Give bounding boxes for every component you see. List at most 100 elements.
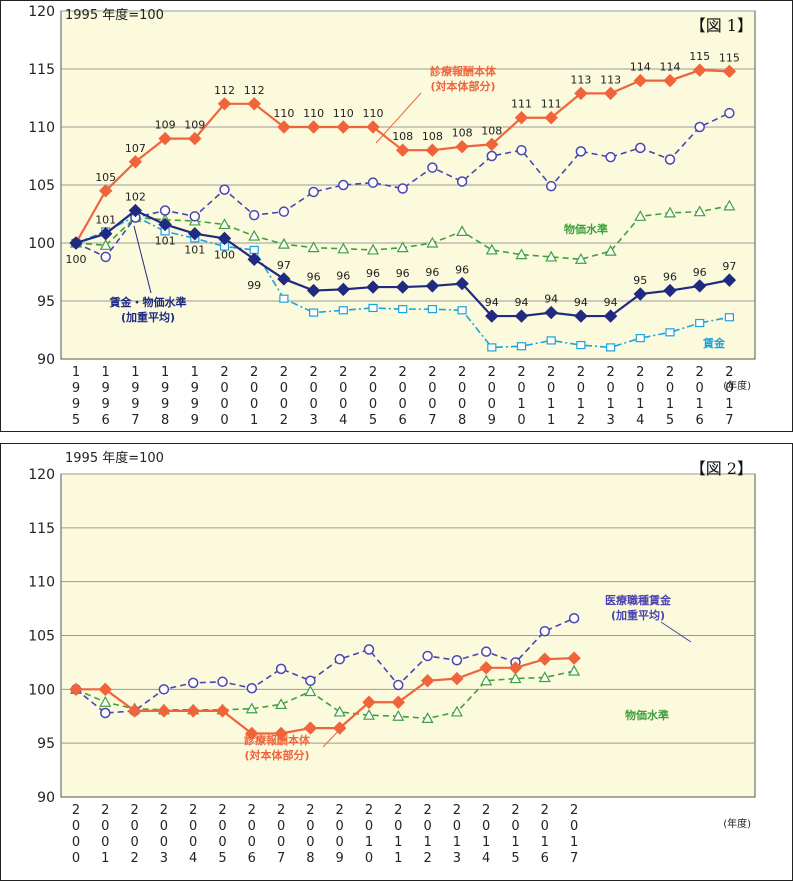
chart-1-price-point-2014 bbox=[634, 210, 647, 221]
chart-1-honsai-point-2010 bbox=[514, 111, 529, 125]
svg-text:6: 6 bbox=[102, 413, 110, 428]
chart-1-price-point-2003 bbox=[307, 241, 320, 253]
chart-1-price-point-2002 bbox=[277, 237, 290, 249]
svg-text:2: 2 bbox=[458, 365, 466, 380]
svg-text:0: 0 bbox=[130, 835, 138, 850]
chart-2-price-point-2001 bbox=[99, 696, 112, 707]
svg-text:9: 9 bbox=[191, 381, 199, 396]
chart-1-honsai-label-2000: 112 bbox=[214, 84, 235, 97]
chart-1-combined-point-2007 bbox=[425, 279, 440, 293]
chart-2-price-point-2008 bbox=[304, 685, 317, 697]
svg-text:4: 4 bbox=[339, 413, 347, 428]
svg-text:1: 1 bbox=[394, 851, 402, 866]
chart-1-honsai-label-2007: 108 bbox=[422, 130, 443, 143]
chart-1-wage-point-2009 bbox=[487, 343, 497, 352]
svg-text:8: 8 bbox=[458, 413, 466, 428]
chart-1-honsai-point-2003 bbox=[306, 120, 321, 134]
chart-1-price-point-1996 bbox=[99, 239, 112, 250]
chart-1-honsai-label-2003: 110 bbox=[303, 107, 324, 120]
chart-1-honsai-point-2005 bbox=[366, 120, 380, 134]
chart-2-honsai-point-2010 bbox=[362, 695, 376, 709]
chart-2-honsai-point-2011 bbox=[391, 695, 406, 709]
svg-text:0: 0 bbox=[428, 397, 436, 412]
svg-text:1: 1 bbox=[725, 397, 733, 412]
svg-text:1: 1 bbox=[250, 413, 258, 428]
chart-1-wage-point-2012 bbox=[576, 340, 586, 350]
chart-1-weighted-point-2002 bbox=[278, 206, 290, 217]
svg-text:5: 5 bbox=[369, 413, 377, 428]
chart-2-medwage-point-2006 bbox=[246, 683, 258, 694]
svg-text:1: 1 bbox=[453, 835, 461, 850]
svg-text:0: 0 bbox=[160, 819, 168, 834]
chart-1-wage-point-2013 bbox=[605, 343, 616, 352]
svg-text:0: 0 bbox=[725, 381, 733, 396]
svg-text:2: 2 bbox=[220, 365, 228, 380]
svg-text:9: 9 bbox=[102, 397, 110, 412]
svg-text:1: 1 bbox=[72, 365, 80, 380]
svg-text:7: 7 bbox=[428, 413, 436, 428]
chart-1-honsai-point-1997 bbox=[128, 155, 143, 169]
chart-1-weighted-point-2007 bbox=[427, 162, 438, 173]
svg-text:2: 2 bbox=[336, 803, 344, 818]
svg-text:7: 7 bbox=[277, 851, 285, 866]
svg-text:3: 3 bbox=[606, 413, 614, 428]
chart-2-honsai-point-2003 bbox=[157, 704, 171, 718]
svg-text:0: 0 bbox=[248, 819, 256, 834]
chart-1-y-tick-1: 95 bbox=[37, 294, 55, 310]
chart-2-series-honsai bbox=[69, 651, 581, 741]
chart-1-weighted-point-2006 bbox=[397, 183, 408, 194]
chart-2-price-line bbox=[75, 670, 575, 720]
chart-1-combined-label-2002: 97 bbox=[277, 259, 291, 272]
svg-text:0: 0 bbox=[160, 835, 168, 850]
svg-text:9: 9 bbox=[161, 381, 169, 396]
chart-1-honsai-label-2005: 110 bbox=[363, 107, 384, 120]
chart-1-y-tick-0: 90 bbox=[37, 352, 55, 368]
svg-text:賃金・物価水準: 賃金・物価水準 bbox=[109, 295, 187, 309]
chart-1-combined-label-1997: 102 bbox=[125, 191, 146, 204]
svg-text:0: 0 bbox=[399, 397, 407, 412]
chart-1-wage-point-2005 bbox=[368, 303, 378, 313]
chart-1-wage-point-2017 bbox=[724, 313, 735, 322]
chart-1-price-point-2006 bbox=[396, 241, 409, 253]
chart-1-price-point-2009 bbox=[485, 243, 498, 255]
svg-text:0: 0 bbox=[458, 381, 466, 396]
chart-1-wage-line bbox=[75, 215, 730, 349]
chart-1-x-tick-1995: 1995 bbox=[72, 365, 80, 428]
chart-1-combined-label-2005: 96 bbox=[366, 267, 380, 280]
svg-text:1: 1 bbox=[541, 835, 549, 850]
chart-2-price-point-2016 bbox=[538, 671, 551, 683]
chart-2-price-point-2009 bbox=[333, 705, 346, 717]
svg-text:医療職種賃金: 医療職種賃金 bbox=[605, 593, 672, 607]
chart-1-honsai-point-1999 bbox=[188, 131, 202, 146]
svg-text:0: 0 bbox=[130, 819, 138, 834]
svg-text:2: 2 bbox=[577, 413, 585, 428]
chart-1-combined-point-2006 bbox=[395, 280, 410, 294]
chart-1-honsai-label-2014: 114 bbox=[630, 61, 651, 74]
chart-1-price-point-2013 bbox=[604, 244, 617, 256]
svg-text:1: 1 bbox=[570, 835, 578, 850]
chart-2-honsai-point-2013 bbox=[450, 671, 464, 686]
chart-1-combined-label-2008: 96 bbox=[455, 264, 469, 277]
chart-1-combined-label-1999: 101 bbox=[184, 244, 205, 257]
svg-text:0: 0 bbox=[220, 413, 228, 428]
chart-1-combined-point-2004 bbox=[336, 282, 351, 297]
chart-1-wage-annotation: 賃金 bbox=[702, 336, 726, 350]
svg-text:2: 2 bbox=[666, 365, 674, 380]
chart-2-price-point-2015 bbox=[509, 672, 522, 684]
svg-text:1: 1 bbox=[666, 397, 674, 412]
chart-1-wage-point-2003 bbox=[309, 308, 319, 317]
chart-1-honsai-label-2010: 111 bbox=[511, 98, 532, 111]
chart-1-honsai-point-2004 bbox=[336, 120, 351, 134]
chart-1-combined-label-2015: 96 bbox=[663, 271, 677, 284]
svg-text:0: 0 bbox=[394, 819, 402, 834]
